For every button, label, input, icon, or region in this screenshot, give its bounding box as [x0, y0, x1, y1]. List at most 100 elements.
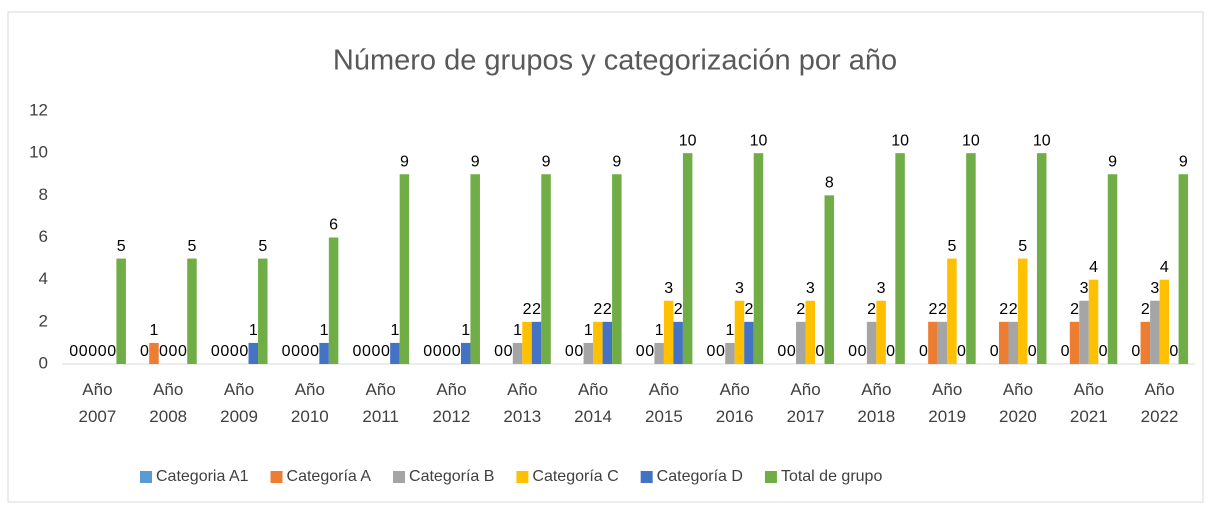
- bar: [1107, 174, 1118, 364]
- legend-label: Categoría C: [532, 468, 618, 485]
- bar: [319, 342, 329, 364]
- bar: [149, 342, 159, 364]
- data-label: 0: [310, 343, 319, 360]
- x-tick-label: Año 2017: [786, 380, 825, 426]
- legend-label: Categoria A1: [156, 468, 249, 485]
- bar: [876, 300, 886, 364]
- data-label: 0: [178, 343, 187, 360]
- y-tick-label: 0: [39, 353, 48, 372]
- data-label: 1: [655, 322, 664, 339]
- data-label: 0: [98, 343, 107, 360]
- data-label: 1: [513, 322, 522, 339]
- data-label: 0: [1099, 343, 1108, 360]
- bar: [1079, 300, 1089, 364]
- bar: [612, 174, 622, 364]
- data-label: 2: [523, 301, 532, 318]
- bar: [512, 342, 523, 364]
- data-label: 3: [877, 280, 886, 297]
- bar: [998, 321, 1009, 364]
- x-tick-label: Año 2007: [78, 380, 117, 426]
- data-label: 0: [291, 343, 300, 360]
- chart-title: Número de grupos y categorización por añ…: [333, 45, 897, 77]
- data-label: 0: [301, 343, 310, 360]
- data-label: 0: [777, 343, 786, 360]
- y-tick-label: 6: [39, 227, 48, 246]
- data-label: 3: [1080, 280, 1089, 297]
- bar: [744, 321, 754, 364]
- data-label: 0: [159, 343, 168, 360]
- bar: [328, 237, 339, 364]
- data-label: 3: [806, 280, 815, 297]
- y-tick-label: 12: [29, 100, 48, 119]
- data-label: 0: [230, 343, 239, 360]
- data-label: 10: [679, 132, 697, 149]
- data-label: 0: [990, 343, 999, 360]
- x-tick-label: Año 2015: [644, 380, 683, 426]
- y-tick-label: 10: [29, 143, 48, 162]
- data-label: 0: [352, 343, 361, 360]
- x-tick-label: Año 2012: [432, 380, 471, 426]
- data-label: 9: [612, 153, 621, 170]
- bar: [673, 321, 683, 364]
- bar: [654, 342, 664, 364]
- bar: [734, 300, 745, 364]
- bar: [541, 174, 551, 364]
- data-label: 0: [1169, 343, 1178, 360]
- data-label: 0: [574, 343, 583, 360]
- data-label: 0: [423, 343, 432, 360]
- bar: [460, 342, 471, 364]
- data-label: 0: [787, 343, 796, 360]
- legend-swatch: [640, 471, 653, 483]
- bar: [470, 174, 480, 364]
- bar: [116, 258, 126, 364]
- data-label: 1: [461, 322, 470, 339]
- y-tick-label: 8: [39, 185, 48, 204]
- data-label: 10: [750, 132, 768, 149]
- bar: [1069, 321, 1080, 364]
- data-label: 1: [390, 322, 399, 339]
- bar: [1159, 279, 1170, 364]
- data-label: 2: [593, 301, 602, 318]
- data-label: 0: [858, 343, 867, 360]
- data-label: 0: [1061, 343, 1070, 360]
- data-label: 0: [636, 343, 645, 360]
- legend-swatch: [270, 471, 283, 483]
- data-label: 6: [329, 217, 338, 234]
- data-label: 2: [928, 301, 937, 318]
- data-label: 2: [745, 301, 754, 318]
- data-label: 1: [726, 322, 735, 339]
- data-label: 2: [1141, 301, 1150, 318]
- data-label: 1: [320, 322, 329, 339]
- bar: [258, 258, 268, 364]
- data-label: 0: [886, 343, 895, 360]
- bar: [805, 300, 816, 364]
- data-label: 9: [542, 153, 551, 170]
- legend-swatch: [516, 471, 529, 483]
- chart-border: [7, 11, 1204, 503]
- bar: [1088, 279, 1099, 364]
- legend-label: Categoría A: [287, 468, 372, 485]
- data-label: 0: [716, 343, 725, 360]
- data-label: 0: [107, 343, 116, 360]
- data-label: 0: [848, 343, 857, 360]
- bar: [866, 321, 877, 364]
- y-tick-label: 2: [39, 311, 48, 330]
- data-label: 0: [79, 343, 88, 360]
- bar: [796, 321, 806, 364]
- bar: [187, 258, 197, 364]
- x-tick-label: Año 2008: [149, 380, 188, 426]
- data-label: 1: [249, 322, 258, 339]
- data-label: 10: [962, 132, 980, 149]
- data-label: 0: [88, 343, 97, 360]
- bar: [1008, 321, 1018, 364]
- data-label: 3: [735, 280, 744, 297]
- x-tick-label: Año 2013: [503, 380, 542, 426]
- data-label: 9: [1179, 153, 1188, 170]
- x-tick-label: Año 2016: [715, 380, 754, 426]
- data-label: 5: [188, 238, 197, 255]
- data-label: 0: [1131, 343, 1140, 360]
- data-label: 4: [1089, 259, 1098, 276]
- bar: [390, 342, 400, 364]
- bar: [1036, 153, 1047, 364]
